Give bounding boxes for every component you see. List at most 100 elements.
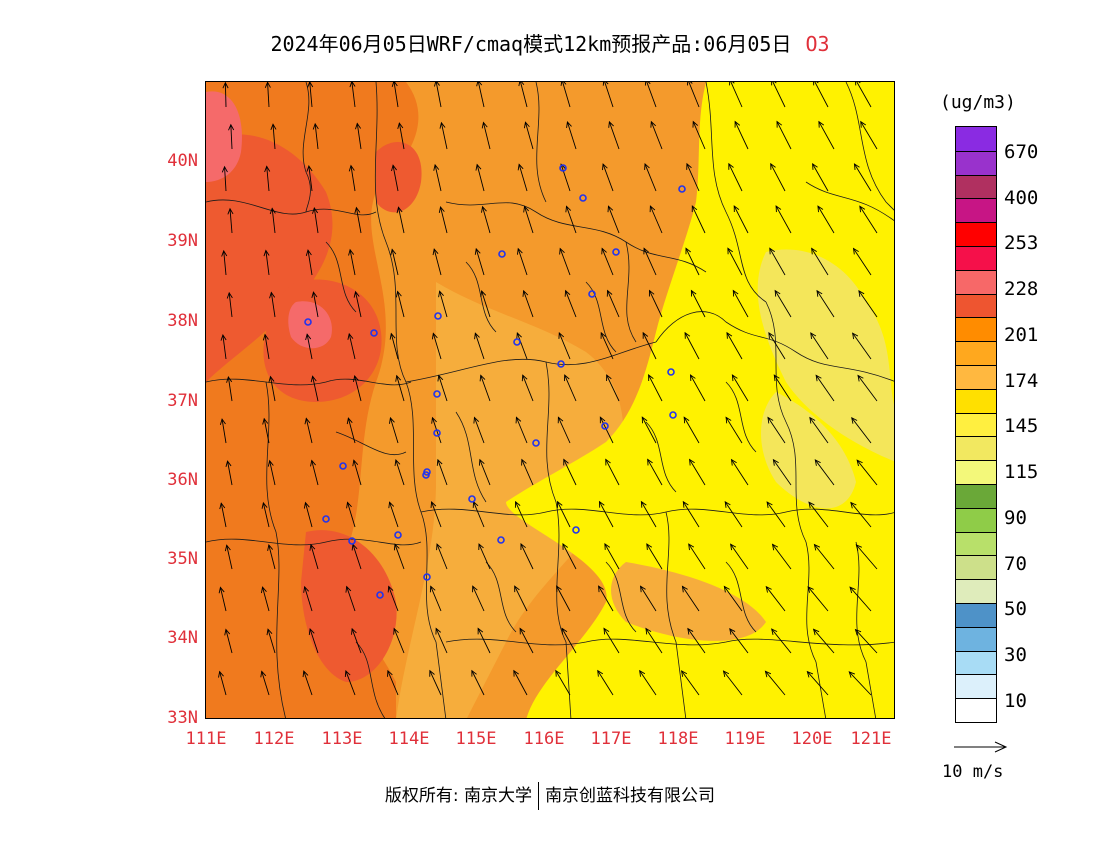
wind-arrow (391, 82, 399, 108)
legend-label-70: 70 (1004, 553, 1027, 575)
wind-arrow (222, 82, 229, 108)
border-line (465, 261, 497, 333)
wind-arrow (516, 332, 528, 360)
station-marker (572, 526, 580, 534)
wind-arrow (523, 121, 534, 150)
station-marker (498, 250, 506, 258)
wind-arrow (730, 543, 749, 570)
city-stations (304, 164, 686, 599)
field-hot-henan (301, 530, 397, 682)
wind-arrow (566, 121, 577, 150)
wind-arrow (686, 162, 700, 192)
wind-arrow (305, 249, 313, 276)
wind-arrow (431, 332, 442, 360)
wind-arrow (682, 500, 700, 528)
border-line (206, 378, 412, 386)
wind-arrow (351, 627, 362, 654)
wind-arrow (723, 585, 743, 612)
wind-arrow (349, 82, 356, 108)
wind-arrow (517, 163, 528, 192)
border-line (445, 638, 894, 646)
wind-arrow (689, 458, 706, 486)
legend-label-115: 115 (1004, 461, 1039, 483)
lat-label-38n: 38N (167, 311, 198, 331)
wind-arrow (640, 500, 657, 528)
wind-reference-label: 10 m/s (942, 762, 1004, 782)
lon-label-121e: 121E (850, 729, 892, 749)
wind-arrow (771, 82, 786, 108)
wind-arrow (848, 671, 872, 696)
wind-arrow (218, 670, 227, 696)
wind-arrow (312, 122, 319, 150)
wind-arrow (345, 585, 356, 612)
wind-arrow (264, 82, 271, 108)
wind-arrow (307, 82, 314, 108)
wind-arrow (564, 289, 577, 318)
wind-arrow (607, 205, 620, 234)
lon-label-119e: 119E (724, 729, 766, 749)
wind-arrow (731, 374, 749, 402)
wind-arrow (773, 374, 792, 402)
wind-arrow (393, 543, 405, 570)
wind-arrow (680, 670, 700, 696)
station-marker (304, 318, 312, 326)
wind-arrow (564, 374, 577, 402)
wind-arrow (269, 291, 276, 318)
wind-arrow (687, 627, 706, 654)
wind-arrow (598, 500, 614, 528)
wind-arrow (390, 248, 399, 276)
wind-arrow (520, 543, 534, 570)
station-marker (370, 329, 378, 337)
wind-arrow (522, 289, 534, 318)
wind-arrow (472, 585, 485, 612)
wind-arrow (597, 669, 614, 696)
field-patch-south (611, 562, 766, 641)
wind-arrow (646, 543, 663, 570)
wind-arrow (856, 459, 878, 486)
wind-arrow (608, 120, 620, 150)
wind-arrow (730, 458, 749, 486)
wind-arrow (650, 120, 663, 150)
chart-title: 2024年06月05日WRF/cmaq模式12km预报产品:06月05日 O3 (0, 28, 1100, 57)
lat-label-36n: 36N (167, 470, 198, 490)
wind-arrow (260, 670, 270, 696)
station-marker (433, 390, 441, 398)
wind-arrow (227, 207, 234, 234)
wind-arrow (220, 333, 227, 360)
wind-arrow (264, 165, 271, 192)
wind-arrow (513, 669, 528, 696)
wind-arrow (348, 164, 356, 192)
field-hot-nw (206, 134, 333, 382)
legend-swatch (956, 269, 996, 295)
wind-arrow (851, 416, 872, 444)
wind-arrow (852, 247, 872, 276)
legend-swatch (956, 174, 996, 199)
wind-arrow (221, 165, 228, 192)
wind-arrow (732, 289, 749, 318)
station-marker (559, 164, 567, 172)
wind-arrow (688, 543, 706, 570)
border-line (355, 641, 386, 718)
wind-arrow (263, 249, 270, 276)
legend-swatch (956, 150, 996, 176)
wind-arrow (808, 501, 829, 528)
wind-arrow (689, 374, 706, 402)
wind-arrow (857, 374, 878, 402)
wind-arrow (690, 289, 706, 318)
wind-arrow (228, 123, 235, 150)
legend-label-10: 10 (1004, 690, 1027, 712)
station-marker (667, 368, 675, 376)
legend-swatch (956, 317, 996, 342)
border-line (665, 511, 687, 718)
legend-swatch (956, 436, 996, 461)
wind-arrow (353, 374, 362, 402)
wind-arrow (853, 163, 872, 192)
field-low-east (506, 82, 894, 718)
wind-arrow (606, 374, 620, 402)
wind-arrow (475, 163, 485, 192)
legend-swatch (956, 650, 996, 675)
wind-arrow (346, 501, 356, 528)
border-line (206, 199, 377, 216)
wind-arrow (430, 501, 442, 528)
station-marker (588, 290, 596, 298)
